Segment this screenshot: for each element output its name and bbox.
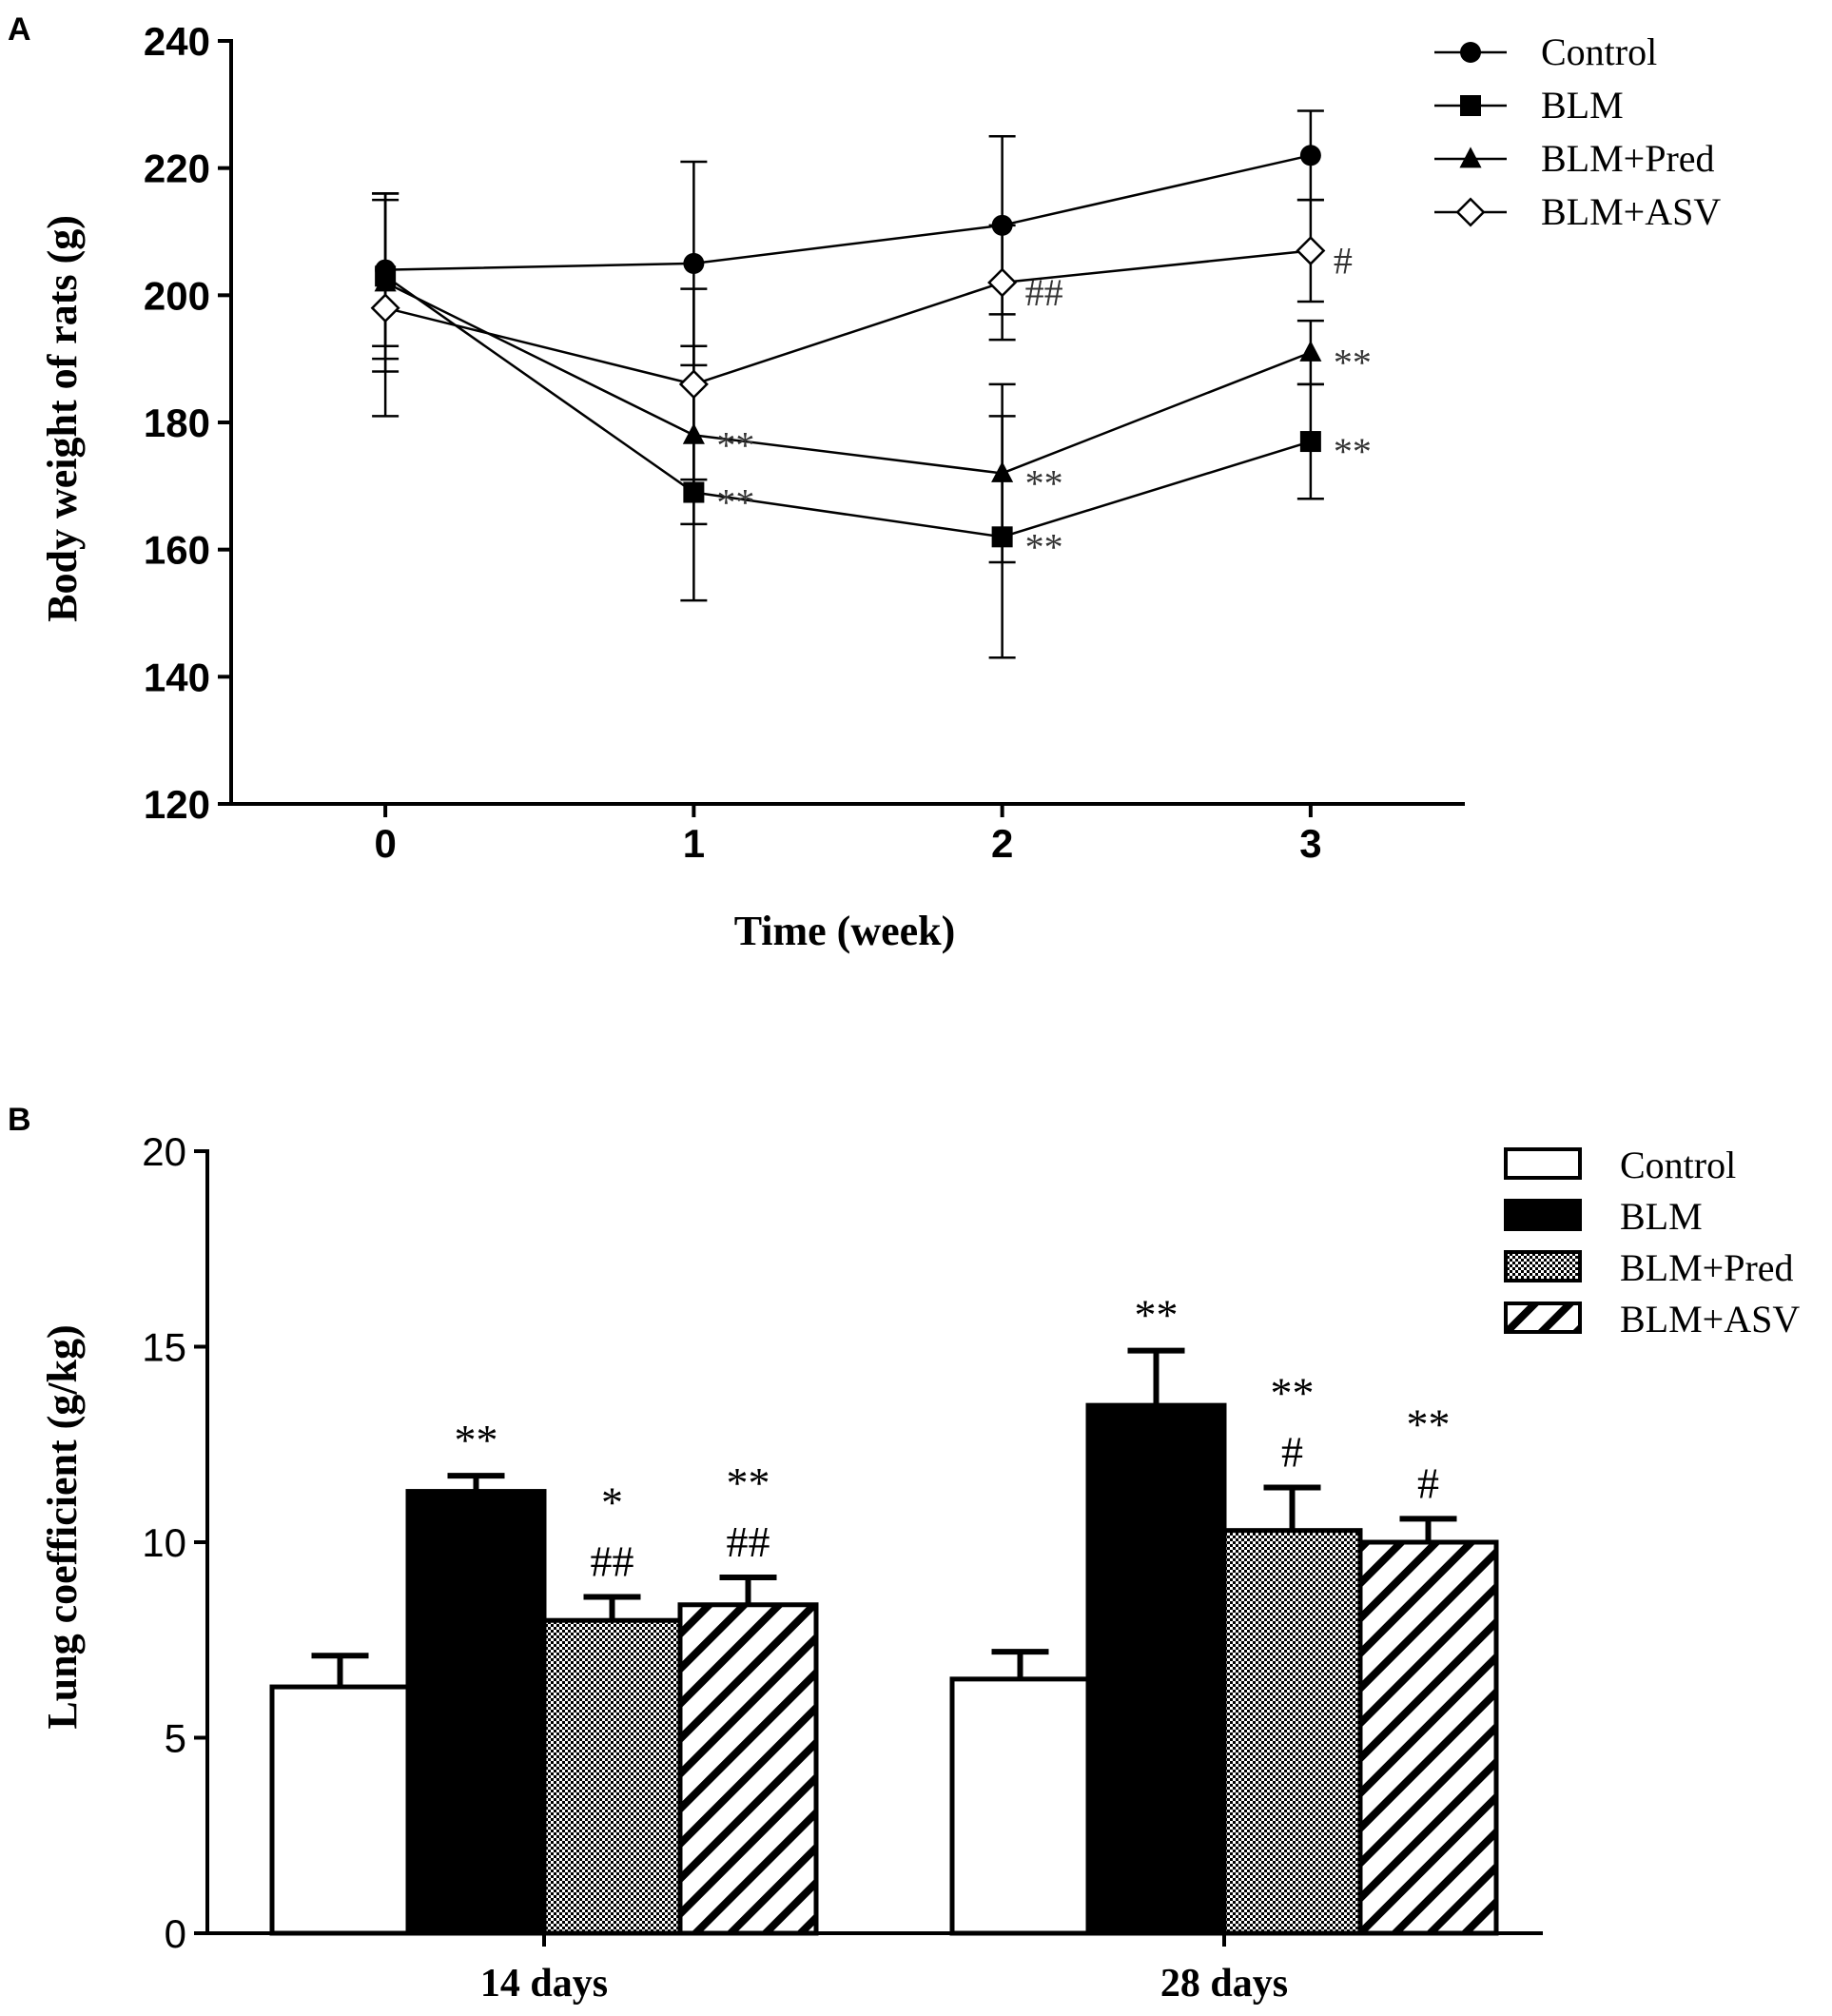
panel-a-x-axis-label: Time (week) [734,908,956,954]
significance-annotation: ** [1407,1399,1451,1448]
panel-b-y-tick-label: 20 [142,1129,186,1174]
data-point-blm-pred [374,270,397,292]
legend-label: BLM+Pred [1541,137,1715,180]
legend-label: BLM [1541,84,1624,127]
panel-b: B Lung coefficient (g/kg) 0 5 10 15 20 14 day… [8,1102,1800,2006]
panel-b-label: B [8,1102,31,1138]
legend-label: BLM+Pred [1620,1246,1794,1289]
data-point-blm [1299,431,1321,453]
panel-a-y-tick-label: 140 [144,655,210,699]
panel-b-y-tick-label: 0 [165,1911,186,1956]
series-line-control [385,154,1312,271]
panel-b-y-axis-label: Lung coefficient (g/kg) [39,1324,86,1729]
legend-swatch-blm-asv [1504,1302,1582,1334]
panel-b-y-tick-label: 5 [165,1716,186,1761]
panel-a: A Body weight of rats (g) Time (week) 12… [8,11,1721,954]
data-point-control [1299,145,1321,166]
significance-annotation: # [1281,1427,1303,1476]
legend-label: BLM+ASV [1620,1298,1800,1341]
legend-marker-blm-asv [1455,197,1486,227]
panel-a-x-tick-label: 3 [1299,821,1321,866]
significance-annotation: # [1417,1458,1439,1507]
data-point-control [683,252,705,274]
panel-a-y-axis-label: Body weight of rats (g) [39,215,86,622]
panel-b-y-tick-label: 10 [142,1520,186,1565]
panel-a-x-tick-label: 1 [683,821,705,866]
bar-control [269,1684,411,1936]
panel-b-bars: ** ## * ## ** ** # ** # ** [269,1291,1499,1936]
legend-marker-blm-pred [1459,147,1482,168]
significance-annotation: * [601,1478,623,1527]
significance-annotation: ** [716,423,754,466]
bar-control [949,1676,1091,1936]
bar-blm [405,1489,547,1936]
panel-b-legend: Control BLM BLM+Pred BLM+ASV [1504,1144,1800,1341]
data-point-blm [991,526,1013,548]
panel-a-axes: 120 140 160 180 200 220 240 0 1 2 3 [144,19,1465,866]
data-point-control [991,214,1013,236]
data-point-blm-pred [682,422,705,444]
significance-annotation: ** [727,1458,770,1507]
panel-a-label: A [8,11,31,48]
significance-annotation: ** [1025,461,1063,504]
data-point-blm-asv [678,369,709,400]
data-point-blm-asv [370,293,400,323]
bar-blm-pred [541,1617,683,1936]
bar-blm [1085,1402,1227,1936]
panel-a-series: ** ** ## ** ** # ** ** [370,109,1372,659]
legend-label: BLM [1620,1195,1703,1238]
panel-a-y-tick-label: 120 [144,782,210,827]
significance-annotation: ** [1334,341,1372,383]
panel-a-y-tick-label: 200 [144,273,210,318]
panel-a-y-tick-label: 160 [144,528,210,573]
panel-b-x-tick-label: 14 days [480,1962,608,2006]
panel-a-legend: Control BLM BLM+Pred BLM+ASV [1434,30,1721,233]
panel-a-x-tick-label: 0 [374,821,396,866]
data-point-blm [683,481,705,503]
significance-annotation: ## [727,1517,770,1566]
significance-annotation: ** [1334,430,1372,473]
panel-b-y-tick-label: 15 [142,1325,186,1370]
legend-swatch-blm-pred [1504,1250,1582,1282]
legend-marker-blm [1460,95,1481,116]
significance-annotation: ## [1025,271,1063,314]
bar-blm-asv [677,1602,819,1936]
significance-annotation: ** [1025,525,1063,568]
series-line-blm [384,275,1312,538]
significance-annotation: ** [1271,1368,1315,1417]
panel-b-x-tick-label: 28 days [1160,1962,1288,2006]
significance-annotation: ** [716,481,754,524]
legend-label: Control [1620,1144,1736,1186]
panel-a-y-tick-label: 180 [144,401,210,445]
legend-label: BLM+ASV [1541,190,1721,233]
data-point-blm-asv [1296,236,1326,266]
significance-annotation: ** [1135,1291,1179,1340]
legend-swatch-control [1504,1147,1582,1180]
legend-label: Control [1541,30,1657,73]
data-point-blm-pred [991,460,1014,482]
legend-swatch-blm [1504,1199,1582,1231]
series-line-blm-pred [384,281,1312,475]
data-point-blm-asv [987,267,1018,298]
panel-a-x-tick-label: 2 [991,821,1013,866]
panel-a-y-tick-label: 220 [144,147,210,191]
bar-blm-asv [1357,1539,1499,1936]
significance-annotation: ** [455,1416,498,1464]
panel-a-y-tick-label: 240 [144,19,210,64]
legend-marker-control [1460,42,1481,63]
significance-annotation: ## [591,1537,634,1586]
significance-annotation: # [1334,240,1353,283]
series-line-blm-asv [384,249,1312,386]
data-point-blm-pred [1299,340,1322,362]
bar-blm-pred [1221,1528,1363,1936]
